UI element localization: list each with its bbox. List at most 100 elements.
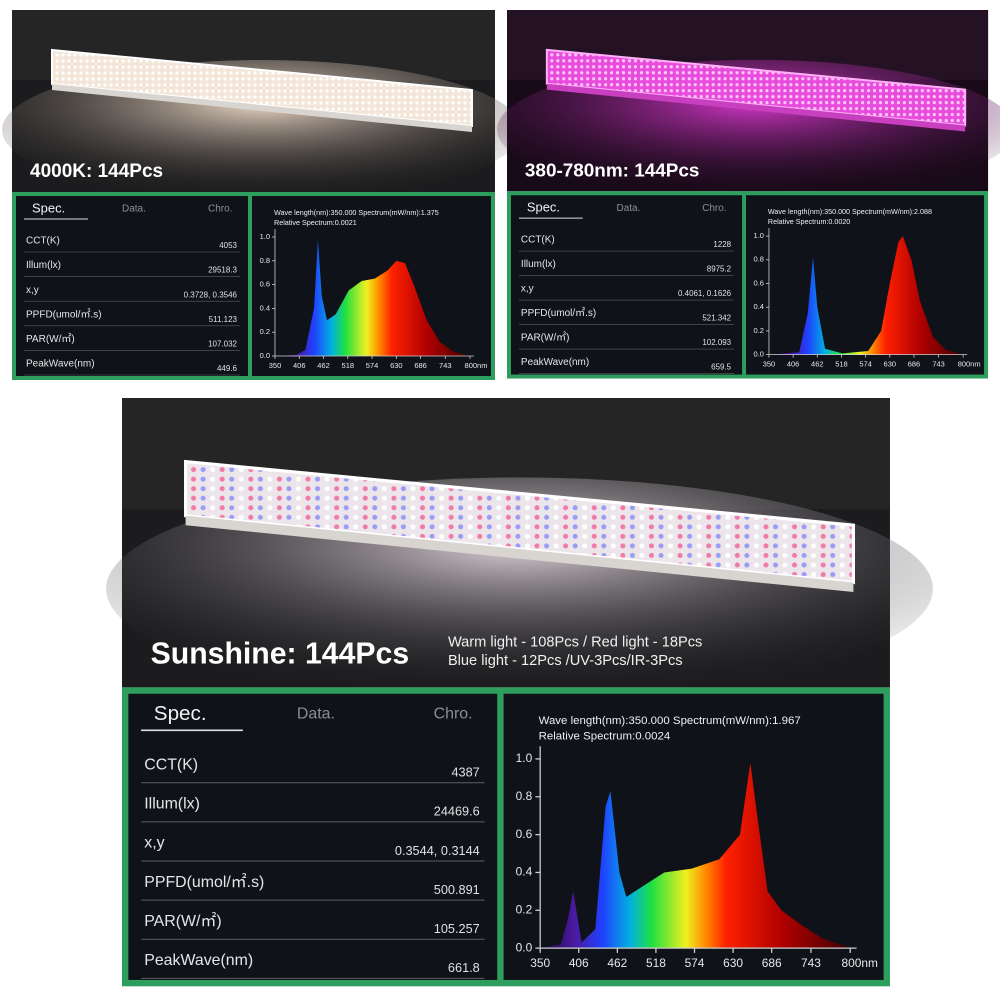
y-tick-label: 0.2 [754,326,764,335]
x-tick-label: 686 [908,360,920,369]
spec-column-header: Chro. [702,203,726,214]
led-bar-edge [546,83,966,132]
spec-column-header: Chro. [208,204,232,215]
x-tick-label: 743 [932,360,944,369]
spec-value: 24469.6 [434,804,480,819]
spec-value: 0.3544, 0.3144 [395,843,480,858]
x-tick-label: 462 [811,360,823,369]
product-photo: 380-780nm: 144Pcs [497,10,1000,200]
y-tick-label: 0.8 [754,255,764,264]
spec-title: Spec. [527,200,560,215]
spec-value: 511.123 [209,315,238,324]
product-photo: 4000K: 144Pcs [2,10,522,200]
y-tick-label: 0.0 [754,350,764,359]
x-tick-label: 462 [607,956,627,970]
y-tick-label: 0.8 [516,789,533,803]
spec-column-header: Data. [122,204,146,215]
y-tick-label: 1.0 [260,232,270,241]
photo-subtitle: Warm light - 108Pcs / Red light - 18Pcs [448,635,702,651]
spec-label: PAR(W/㎡) [144,912,221,930]
spec-label: CCT(K) [521,235,555,246]
panel: Sunshine: 144Pcs Warm light - 108Pcs / Re… [106,398,933,987]
x-tick-label: 743 [439,361,452,370]
spec-value: 500.891 [434,882,480,897]
chart-header: Wave length(nm):350.000 Spectrum(mW/nm):… [274,208,439,217]
spec-value: 0.4061, 0.1626 [678,289,732,298]
chart-header: Relative Spectrum:0.0024 [539,731,671,743]
spec-value: 1228 [713,240,731,249]
y-tick-label: 1.0 [754,231,764,240]
spec-value: 29518.3 [208,266,237,275]
y-tick-label: 0.8 [260,256,270,265]
x-tick-label: 800nm [842,956,878,970]
spec-value: 0.3728, 0.3546 [184,290,238,299]
spec-value: 661.8 [448,960,480,975]
y-tick-label: 0.6 [754,278,764,287]
y-tick-label: 1.0 [516,751,533,765]
spec-value: 449.6 [217,364,238,373]
x-tick-label: 518 [835,360,847,369]
x-tick-label: 630 [884,360,896,369]
y-tick-label: 0.4 [260,303,270,312]
spec-label: CCT(K) [144,756,198,773]
x-tick-label: 350 [530,956,550,970]
spec-label: PeakWave(nm) [26,359,95,370]
x-tick-label: 686 [414,361,427,370]
x-tick-label: 406 [569,956,589,970]
spec-label: Illum(lx) [26,260,61,271]
chart-header: Relative Spectrum:0.0020 [768,218,850,226]
spec-box [128,693,498,980]
x-tick-label: 518 [646,956,666,970]
x-tick-label: 800nm [958,360,981,369]
spec-label: Illum(lx) [521,259,556,270]
y-tick-label: 0.0 [260,351,270,360]
x-tick-label: 406 [293,361,306,370]
x-tick-label: 350 [763,360,775,369]
spec-label: x,y [144,835,164,852]
spectrum-area [275,239,470,356]
spec-label: x,y [26,285,39,296]
y-tick-label: 0.2 [260,327,270,336]
x-tick-label: 462 [317,361,330,370]
spec-value: 105.257 [434,921,480,936]
chart-header: Wave length(nm):350.000 Spectrum(mW/nm):… [768,208,932,216]
photo-caption: 380-780nm: 144Pcs [525,160,699,181]
spec-label: CCT(K) [26,236,60,247]
x-tick-label: 518 [342,361,355,370]
y-tick-label: 0.4 [754,302,764,311]
spec-label: PPFD(umol/㎡.s) [26,308,102,320]
x-tick-label: 630 [723,956,743,970]
spec-value: 8975.2 [707,265,732,274]
spec-box [510,195,743,375]
spec-label: x,y [521,284,534,295]
y-tick-label: 0.6 [516,827,533,841]
x-tick-label: 743 [801,956,821,970]
spec-value: 659.5 [711,363,731,372]
spec-title: Spec. [32,200,65,215]
spec-label: PPFD(umol/㎡.s) [521,307,596,319]
chart-header: Wave length(nm):350.000 Spectrum(mW/nm):… [539,715,801,727]
x-tick-label: 800nm [465,361,488,370]
y-tick-label: 0.2 [516,902,533,916]
led-bar-edge [185,515,854,592]
chart-header: Relative Spectrum:0.0021 [274,218,357,227]
spec-title: Spec. [154,702,207,725]
panel: 380-780nm: 144Pcs Spec. Data. Chro. CCT(K) 12… [497,10,1000,379]
product-photo: Sunshine: 144Pcs Warm light - 108Pcs / Re… [106,398,933,701]
photo-subtitle: Blue light - 12Pcs /UV-3Pcs/IR-3Pcs [448,653,683,669]
spec-box [16,196,248,376]
x-tick-label: 630 [390,361,403,370]
spec-value: 4053 [219,241,237,250]
spec-label: PeakWave(nm) [144,952,253,969]
spec-value: 107.032 [208,340,237,349]
x-tick-label: 574 [859,360,871,369]
spec-value: 102.093 [702,338,731,347]
spectrum-area [768,236,964,355]
spec-column-header: Data. [617,203,641,214]
x-tick-label: 406 [787,360,799,369]
led-bar-edge [52,84,472,132]
spec-column-header: Chro. [434,706,473,723]
spec-label: Illum(lx) [144,796,200,813]
spec-label: PAR(W/㎡) [26,333,75,345]
spectrum-area [540,762,851,949]
